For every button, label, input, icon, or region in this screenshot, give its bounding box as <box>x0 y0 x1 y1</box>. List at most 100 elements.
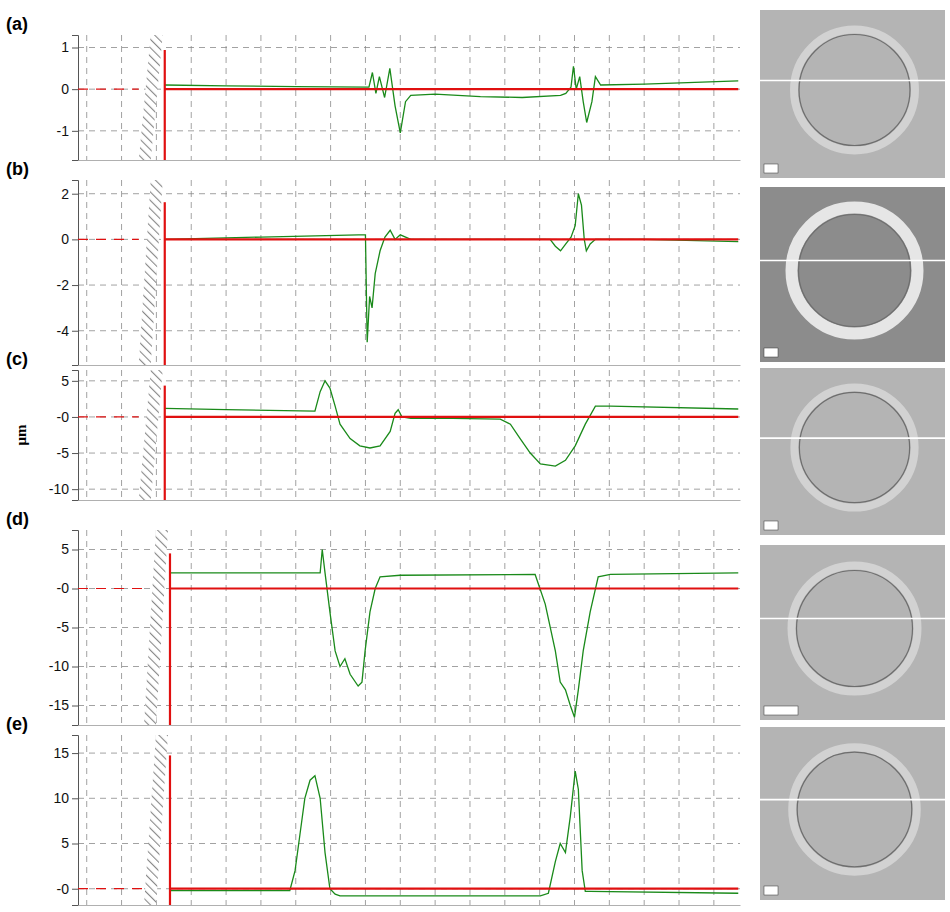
grid-line <box>226 35 227 160</box>
scale-bar <box>764 348 778 357</box>
tick-mark <box>72 381 78 382</box>
axis-title: μm <box>13 424 29 446</box>
grid-line <box>330 735 331 905</box>
scale-bar <box>764 521 778 530</box>
tick: 0 <box>61 81 78 97</box>
profile-line <box>165 66 739 133</box>
grid <box>78 370 740 500</box>
tick-label: 2 <box>61 186 69 202</box>
tick-mark <box>72 753 78 754</box>
tick: -15 <box>49 697 78 713</box>
grid-line <box>226 735 227 905</box>
grid-line <box>574 180 575 365</box>
grid-line <box>400 35 401 160</box>
grid <box>78 530 740 725</box>
grid-line <box>260 370 261 500</box>
grid-line <box>86 180 87 365</box>
tick: -5 <box>57 619 78 635</box>
start-marker <box>169 755 171 905</box>
grid-line <box>365 735 366 905</box>
axis-line <box>72 36 79 161</box>
reference-line <box>165 88 739 90</box>
grid-line <box>226 180 227 365</box>
grid-line <box>713 180 714 365</box>
tick: 10 <box>53 790 78 806</box>
tick: 5 <box>61 373 78 389</box>
tick-mark <box>72 131 78 132</box>
tick: 5 <box>61 541 78 557</box>
grid-line <box>260 530 261 725</box>
tick: 15 <box>53 745 78 761</box>
tick: -1 <box>57 123 78 139</box>
grid-line <box>260 180 261 365</box>
tick-label: 0 <box>61 81 69 97</box>
grid-line <box>86 530 87 725</box>
x-axis <box>79 365 741 366</box>
micrograph <box>760 727 945 900</box>
tick-mark <box>72 417 78 418</box>
start-marker <box>164 50 166 160</box>
axis-line <box>79 160 741 161</box>
axis-line <box>72 181 79 366</box>
wall <box>139 35 163 160</box>
grid-line <box>330 530 331 725</box>
grid-line <box>191 735 192 905</box>
grid-line <box>78 843 740 844</box>
grid-line <box>191 180 192 365</box>
scan-line <box>760 437 945 439</box>
grid-line <box>539 370 540 500</box>
micrograph-ground <box>760 187 945 362</box>
tick-mark <box>72 89 78 90</box>
tick-label: -15 <box>49 697 69 713</box>
grid-line <box>574 735 575 905</box>
scan-line <box>760 80 945 82</box>
micrograph-ground <box>760 727 945 900</box>
wear-ring <box>792 566 918 692</box>
x-axis <box>79 725 741 726</box>
reference-line <box>170 888 738 890</box>
start-marker <box>164 386 166 500</box>
tick: -5 <box>57 445 78 461</box>
tick-mark <box>72 628 78 629</box>
scan-line <box>760 260 945 262</box>
reference-line <box>165 416 739 418</box>
grid-line <box>260 35 261 160</box>
wall <box>139 370 163 500</box>
tick: 5 <box>61 835 78 851</box>
wear-ring-edge <box>799 392 909 502</box>
axis-line <box>79 365 741 366</box>
scale-bar <box>764 164 778 173</box>
y-axis: -101 <box>57 36 79 161</box>
plot-area <box>78 735 738 905</box>
panel-label: (e) <box>6 714 28 734</box>
grid-line <box>78 549 740 550</box>
y-axis: -10-5-05 <box>49 371 79 501</box>
grid-line <box>86 35 87 160</box>
grid-line <box>330 180 331 365</box>
grid-line <box>78 239 740 240</box>
tick: -10 <box>49 658 78 674</box>
grid-line <box>330 35 331 160</box>
grid-line <box>86 735 87 905</box>
grid-line <box>78 453 740 454</box>
grid-line <box>469 35 470 160</box>
grid-line <box>713 735 714 905</box>
grid-line <box>539 180 540 365</box>
y-axis: -0 5 10 15 <box>53 736 78 906</box>
plot-area <box>78 180 738 365</box>
grid-line <box>400 735 401 905</box>
panel: -10-5-05(c)μm <box>6 349 741 501</box>
tick-mark <box>72 331 78 332</box>
grid-line <box>504 530 505 725</box>
reference-lead <box>78 239 139 240</box>
tick: 2 <box>61 186 78 202</box>
tick-label: -0 <box>57 580 70 596</box>
wear-ring <box>792 747 917 872</box>
tick-mark <box>72 489 78 490</box>
x-axis <box>79 160 741 161</box>
wall <box>144 530 168 725</box>
tick: -4 <box>57 323 78 339</box>
wall <box>139 180 163 365</box>
panel-label: (b) <box>6 159 29 179</box>
tick-label: -0 <box>57 881 70 897</box>
